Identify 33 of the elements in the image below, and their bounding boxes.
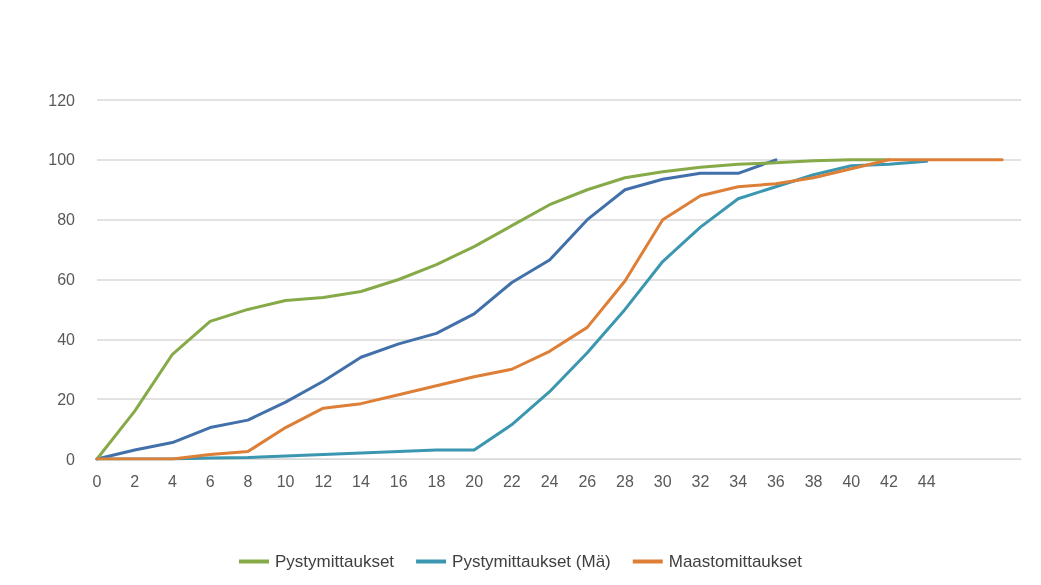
y-tick-label: 120 [48,91,76,109]
y-tick-label: 20 [57,390,76,408]
x-tick-label: 10 [276,472,295,490]
x-tick-label: 16 [389,472,408,490]
y-tick-label: 80 [57,211,76,229]
x-tick-label: 24 [540,472,559,490]
y-tick-label: 100 [48,151,76,169]
x-tick-label: 44 [917,472,936,490]
legend-label: Pystymittaukset (Mä) [452,552,611,571]
x-tick-label: 6 [205,472,215,490]
x-tick-label: 26 [578,472,597,490]
x-tick-label: 20 [465,472,484,490]
x-tick-label: 28 [616,472,634,490]
x-tick-label: 22 [502,472,521,490]
x-tick-label: 8 [243,472,253,490]
y-tick-label: 60 [57,271,76,288]
x-tick-label: 18 [427,472,446,490]
x-tick-label: 42 [880,472,898,490]
x-tick-label: 32 [691,472,710,490]
x-tick-label: 12 [314,472,333,490]
legend-label: Maastomittaukset [668,552,803,571]
x-tick-label: 4 [167,472,177,490]
y-tick-label: 0 [66,450,76,468]
x-tick-label: 36 [766,472,785,490]
legend-label: Pystymittaukset [275,552,395,571]
x-tick-label: 40 [842,472,861,490]
y-tick-label: 40 [57,330,76,348]
x-tick-label: 2 [130,472,140,490]
x-tick-label: 14 [352,472,370,490]
x-tick-label: 0 [92,472,102,490]
x-tick-label: 34 [729,472,748,490]
x-tick-label: 38 [804,472,823,490]
x-tick-label: 30 [653,472,672,490]
